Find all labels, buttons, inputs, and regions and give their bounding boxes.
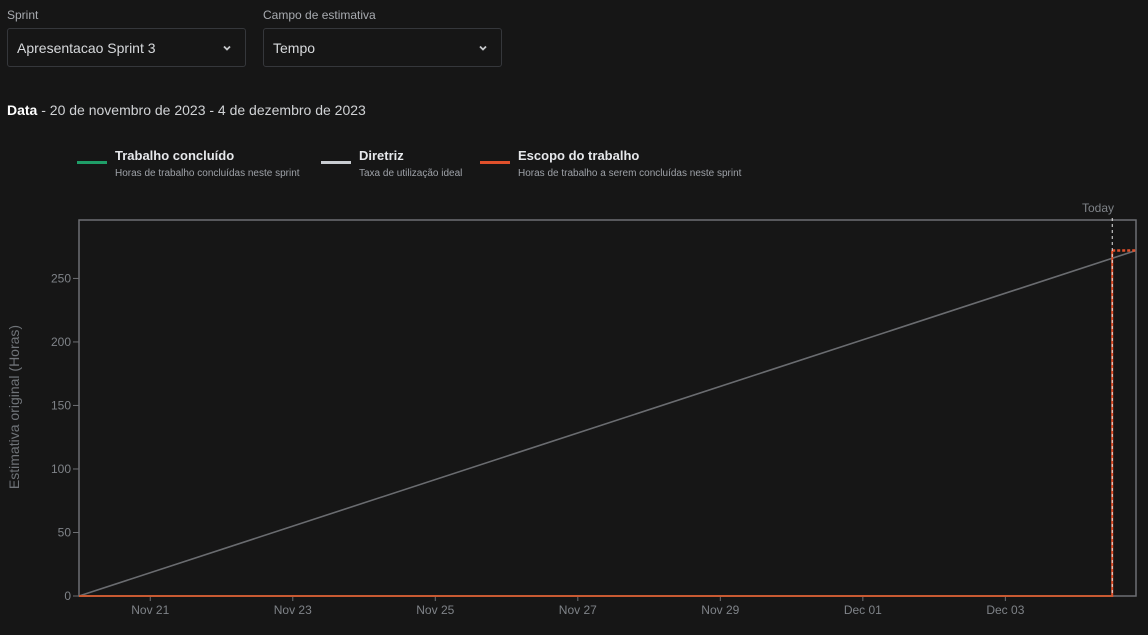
series-scope-line [79, 250, 1114, 597]
sprint-select-value: Apresentacao Sprint 3 [17, 39, 156, 56]
legend-swatch-guideline [321, 161, 351, 164]
y-tick-label: 100 [51, 462, 71, 476]
y-axis-title: Estimativa original (Horas) [6, 325, 22, 489]
y-tick-label: 50 [58, 525, 72, 539]
legend-title-scope: Escopo do trabalho [518, 148, 640, 163]
x-tick-label: Nov 23 [274, 603, 312, 617]
x-tick-label: Dec 01 [844, 603, 882, 617]
x-tick-label: Dec 03 [986, 603, 1024, 617]
legend-desc-completed: Horas de trabalho concluídas neste sprin… [115, 168, 300, 179]
x-tick-label: Nov 29 [701, 603, 739, 617]
y-tick-label: 200 [51, 335, 71, 349]
estimate-field-label: Campo de estimativa [263, 8, 376, 22]
legend-desc-scope: Horas de trabalho a serem concluídas nes… [518, 168, 742, 179]
legend-desc-guideline: Taxa de utilização ideal [359, 168, 463, 179]
legend-item-scope: Escopo do trabalho Horas de trabalho a s… [480, 148, 741, 179]
sprint-filter: Sprint Apresentacao Sprint 3 [7, 8, 246, 67]
today-label: Today [1082, 201, 1114, 215]
x-tick-label: Nov 21 [131, 603, 169, 617]
legend-title-guideline: Diretriz [359, 148, 404, 163]
y-tick-label: 250 [51, 271, 71, 285]
date-range-label: Data [7, 102, 38, 118]
legend-item-guideline: Diretriz Taxa de utilização ideal [321, 148, 462, 179]
legend-title-completed: Trabalho concluído [115, 148, 235, 163]
burndown-chart: Estimativa original (Horas) Today 0 50 100… [6, 201, 1137, 617]
legend-item-completed: Trabalho concluído Horas de trabalho con… [77, 148, 300, 179]
legend-swatch-scope [480, 161, 510, 164]
x-tick-label: Nov 25 [416, 603, 454, 617]
y-tick-label: 0 [64, 589, 71, 603]
y-tick-label: 150 [51, 398, 71, 412]
estimate-field-select-value: Tempo [273, 39, 316, 56]
date-range: Data - 20 de novembro de 2023 - 4 de dez… [7, 102, 366, 118]
plot-frame [78, 219, 1137, 597]
x-tick-label: Nov 27 [559, 603, 597, 617]
sprint-label: Sprint [7, 8, 39, 22]
estimate-field-filter: Campo de estimativa Tempo [263, 8, 502, 67]
chevron-down-icon [223, 45, 231, 51]
sprint-select[interactable]: Apresentacao Sprint 3 [7, 28, 246, 67]
estimate-field-select[interactable]: Tempo [263, 28, 502, 67]
date-range-text: - 20 de novembro de 2023 - 4 de dezembro… [37, 102, 366, 118]
series-guideline-line [78, 249, 1137, 597]
legend-swatch-completed [77, 161, 107, 164]
chevron-down-icon [479, 45, 487, 51]
